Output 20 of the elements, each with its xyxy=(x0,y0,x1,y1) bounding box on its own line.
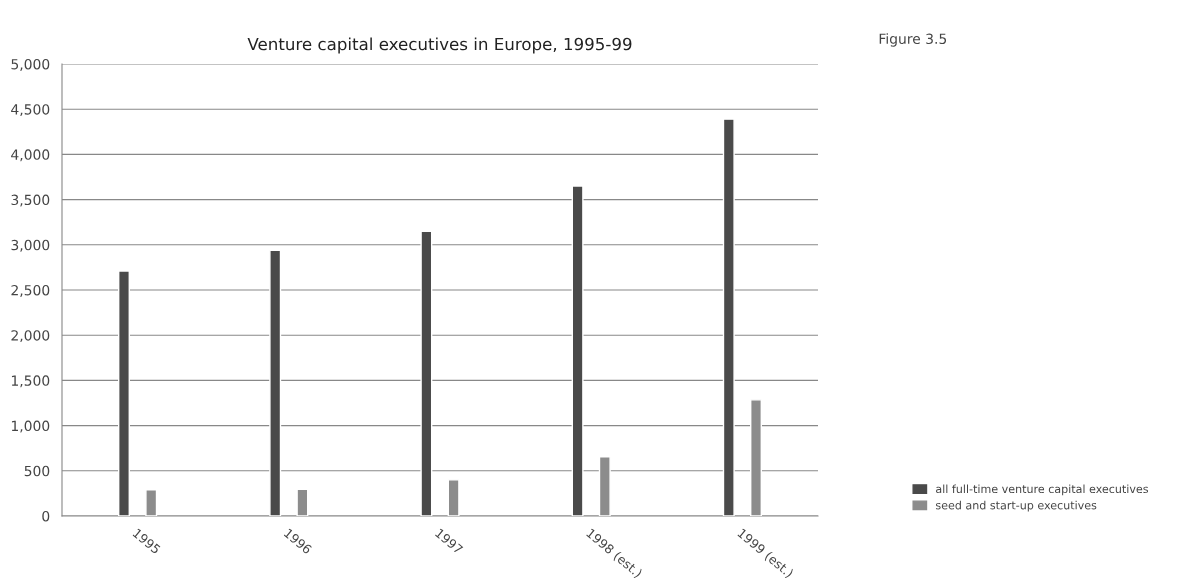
bar xyxy=(571,185,584,516)
bar xyxy=(118,270,130,516)
y-tick-label: 4,500 xyxy=(11,104,50,117)
legend-label: seed and start-up executives xyxy=(935,500,1097,512)
y-tick-label: 5,000 xyxy=(11,58,50,71)
y-tick-label: 1,000 xyxy=(11,420,50,433)
y-tick-label: 0 xyxy=(42,510,50,522)
y-tick-label: 3,000 xyxy=(11,239,50,252)
chart-title: Venture capital executives in Europe, 1995-99 xyxy=(247,37,632,54)
y-tick-label: 500 xyxy=(24,465,50,477)
legend-label: all full-time venture capital executives xyxy=(936,484,1149,496)
y-tick-label: 2,000 xyxy=(11,330,50,343)
y-tick-label: 2,500 xyxy=(11,284,50,297)
y-tick-label: 3,500 xyxy=(11,194,50,207)
y-tick-label: 4,000 xyxy=(11,149,50,162)
y-tick-label: 1,500 xyxy=(11,375,50,388)
bar xyxy=(420,230,433,516)
bar xyxy=(722,118,735,516)
bar xyxy=(269,249,282,516)
caption: Figure 3.5 xyxy=(879,33,947,47)
